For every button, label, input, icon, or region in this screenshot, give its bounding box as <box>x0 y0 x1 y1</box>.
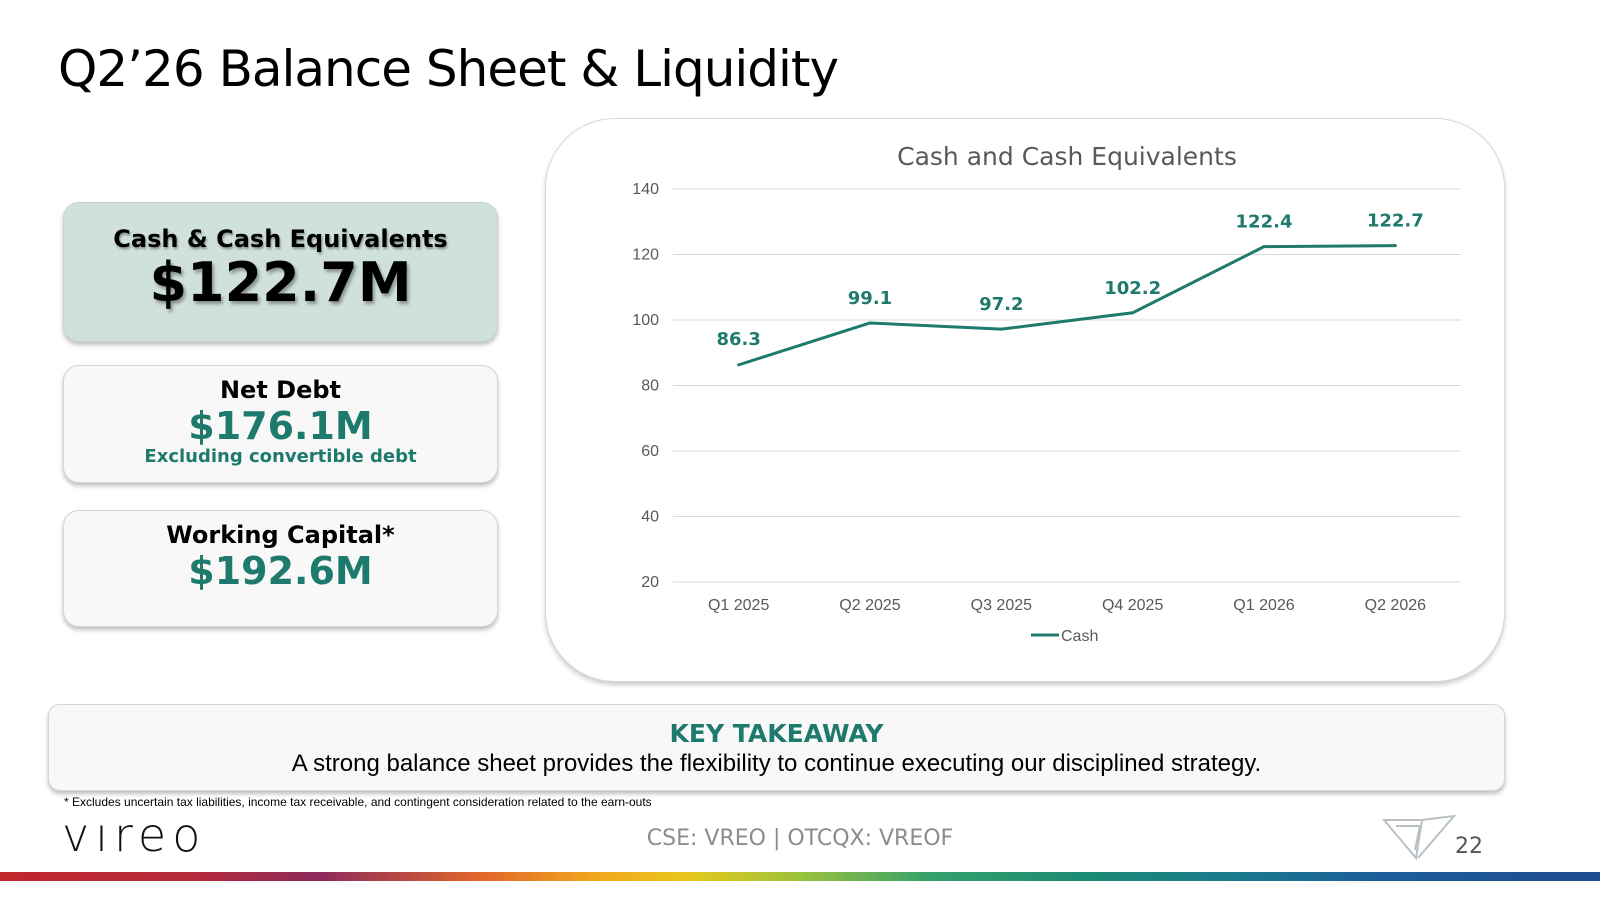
x-tick-label: Q1 2026 <box>1233 597 1294 614</box>
data-label: 102.2 <box>1104 278 1161 299</box>
cash-chart-panel: Cash and Cash Equivalents 20 40 60 80 100 120 1… <box>545 118 1505 682</box>
net-debt-card: Net Debt $176.1M Excluding convertible d… <box>63 365 498 483</box>
working-capital-value: $192.6M <box>188 549 373 593</box>
data-point <box>1131 311 1135 315</box>
vireo-v-icon <box>1382 814 1456 861</box>
y-tick-label: 120 <box>632 247 659 264</box>
y-tick-label: 40 <box>641 509 659 526</box>
data-label: 97.2 <box>979 294 1023 315</box>
net-debt-value: $176.1M <box>188 404 373 448</box>
working-capital-card: Working Capital* $192.6M <box>63 510 498 627</box>
data-point <box>737 363 741 367</box>
cash-card-label: Cash & Cash Equivalents <box>113 225 448 253</box>
vireo-logo: vıreo <box>62 808 207 862</box>
key-takeaway-box: KEY TAKEAWAY A strong balance sheet prov… <box>48 704 1505 791</box>
footer-color-bar <box>0 872 1600 881</box>
data-label: 99.1 <box>848 288 892 309</box>
legend-label: Cash <box>1061 628 1098 645</box>
page-number: 22 <box>1455 834 1483 859</box>
x-tick-label: Q2 2025 <box>839 597 900 614</box>
x-tick-label: Q3 2025 <box>971 597 1032 614</box>
y-tick-label: 80 <box>641 378 659 395</box>
slide-title: Q2’26 Balance Sheet & Liquidity <box>58 40 839 98</box>
cash-card: Cash & Cash Equivalents $122.7M <box>63 202 498 342</box>
y-tick-label: 60 <box>641 443 659 460</box>
x-tick-label: Q2 2026 <box>1365 597 1426 614</box>
data-label: 122.7 <box>1367 211 1424 232</box>
y-tick-label: 140 <box>632 181 659 198</box>
key-takeaway-heading: KEY TAKEAWAY <box>669 719 884 748</box>
ticker-symbols: CSE: VREO | OTCQX: VREOF <box>646 826 954 851</box>
cash-line-chart: Cash and Cash Equivalents 20 40 60 80 100 120 1… <box>632 142 1461 645</box>
chart-title: Cash and Cash Equivalents <box>897 142 1237 171</box>
y-tick-label: 20 <box>641 574 659 591</box>
cash-card-value: $122.7M <box>149 251 412 314</box>
key-takeaway-text: A strong balance sheet provides the flex… <box>291 750 1262 777</box>
data-point <box>1262 245 1266 249</box>
x-tick-label: Q1 2025 <box>708 597 769 614</box>
data-point <box>999 327 1003 331</box>
y-tick-label: 100 <box>632 312 659 329</box>
net-debt-note: Excluding convertible debt <box>144 446 417 467</box>
data-point <box>868 321 872 325</box>
data-label: 122.4 <box>1236 212 1293 233</box>
x-tick-label: Q4 2025 <box>1102 597 1163 614</box>
data-label: 86.3 <box>716 329 760 350</box>
working-capital-label: Working Capital* <box>166 521 395 549</box>
cash-series-line <box>738 244 1396 367</box>
footnote: * Excludes uncertain tax liabilities, in… <box>64 795 652 809</box>
net-debt-label: Net Debt <box>219 376 342 404</box>
data-point <box>1393 244 1397 248</box>
